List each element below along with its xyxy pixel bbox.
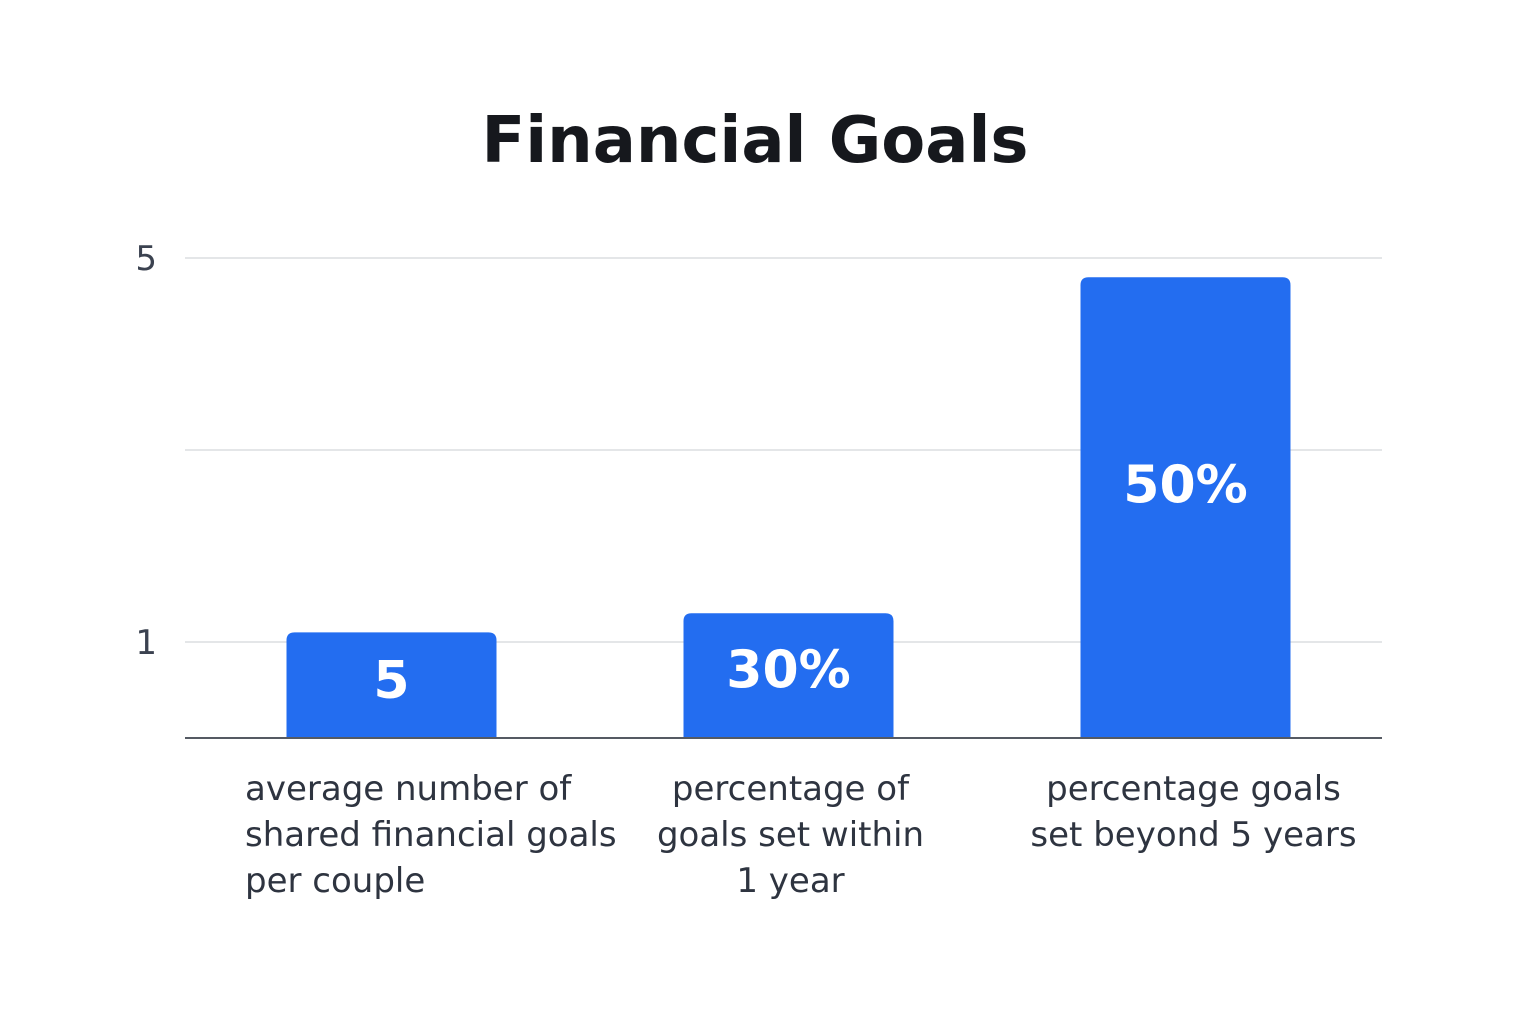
y-tick-label: 1 bbox=[135, 623, 157, 663]
category-labels: average number of shared financial goals p… bbox=[245, 769, 1357, 901]
bar-data-labels: 5 30% 50% bbox=[373, 456, 1247, 711]
bar-value-label-3: 50% bbox=[1123, 456, 1247, 516]
y-axis-ticks: 15 bbox=[135, 239, 157, 663]
category-label-2: percentage of goals set within 1 year bbox=[657, 769, 924, 901]
category-label-line: shared financial goals bbox=[245, 815, 617, 855]
category-label-1: average number of shared financial goals p… bbox=[245, 769, 617, 901]
category-label-line: set beyond 5 years bbox=[1030, 815, 1356, 855]
category-label-line: percentage goals bbox=[1046, 769, 1341, 809]
bars bbox=[286, 277, 1291, 738]
bar-value-label-1: 5 bbox=[373, 651, 409, 711]
bar-value-label-2: 30% bbox=[726, 640, 850, 700]
bar-3 bbox=[1080, 277, 1291, 738]
y-tick-label: 5 bbox=[135, 239, 157, 279]
bar-1 bbox=[286, 632, 497, 738]
category-label-line: average number of bbox=[245, 769, 572, 809]
category-label-line: 1 year bbox=[736, 861, 844, 901]
category-label-3: percentage goals set beyond 5 years bbox=[1030, 769, 1356, 855]
category-label-line: per couple bbox=[245, 861, 425, 901]
category-label-line: percentage of bbox=[672, 769, 910, 809]
chart-title: Financial Goals bbox=[482, 104, 1029, 178]
category-label-line: goals set within bbox=[657, 815, 924, 855]
bar-2 bbox=[683, 613, 894, 738]
